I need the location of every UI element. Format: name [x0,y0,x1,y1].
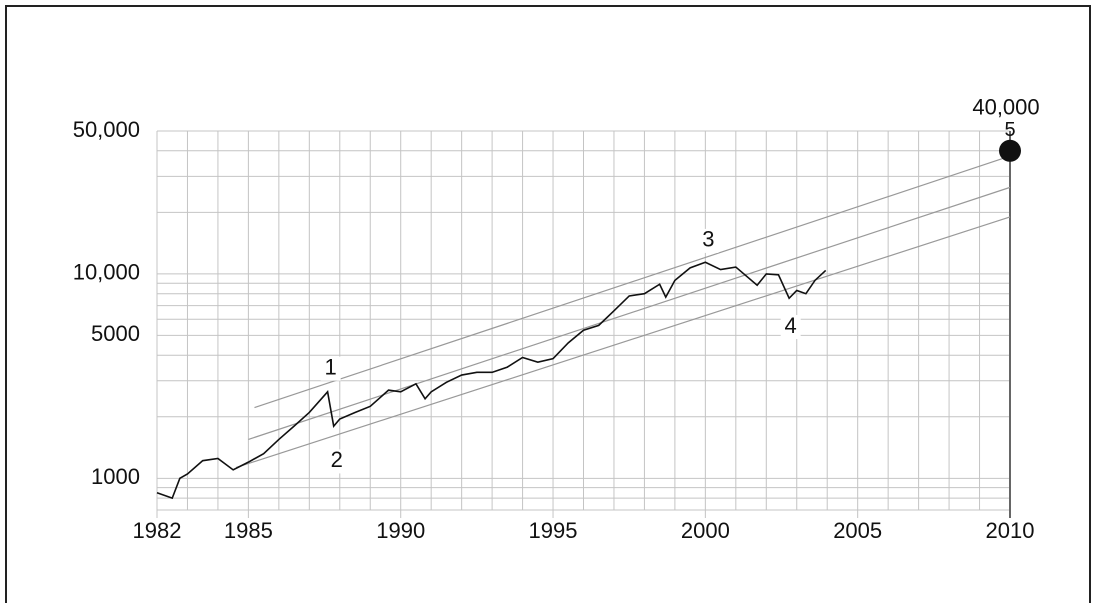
label-bg [698,228,719,253]
price-line [156,261,827,500]
x-tick-label: 2000 [681,518,730,543]
target-point [999,139,1021,162]
x-tick-label: 2005 [833,518,882,543]
channel-line [236,216,1011,469]
label-bg [326,449,347,474]
label-bg [780,314,801,339]
target-value-label: 40,000 [972,95,1039,120]
y-tick-label: 5000 [91,321,140,346]
y-tick-label: 50,000 [73,117,140,142]
channel-line [254,155,1011,409]
wave-label: 2 [331,447,343,472]
y-tick-label: 10,000 [73,260,140,285]
channel-line [248,186,1011,440]
wave-label: 4 [785,313,797,338]
x-tick-label: 1982 [133,518,182,543]
y-tick-label: 1000 [91,464,140,489]
frame [5,5,1091,603]
x-tick-label: 2010 [986,518,1035,543]
target-label: 5 [1004,119,1015,141]
x-tick-label: 1985 [224,518,273,543]
wave-label: 1 [325,354,337,379]
label-bg [320,356,341,381]
x-tick-label: 1990 [376,518,425,543]
wave-label: 3 [702,227,714,252]
x-tick-label: 1995 [529,518,578,543]
